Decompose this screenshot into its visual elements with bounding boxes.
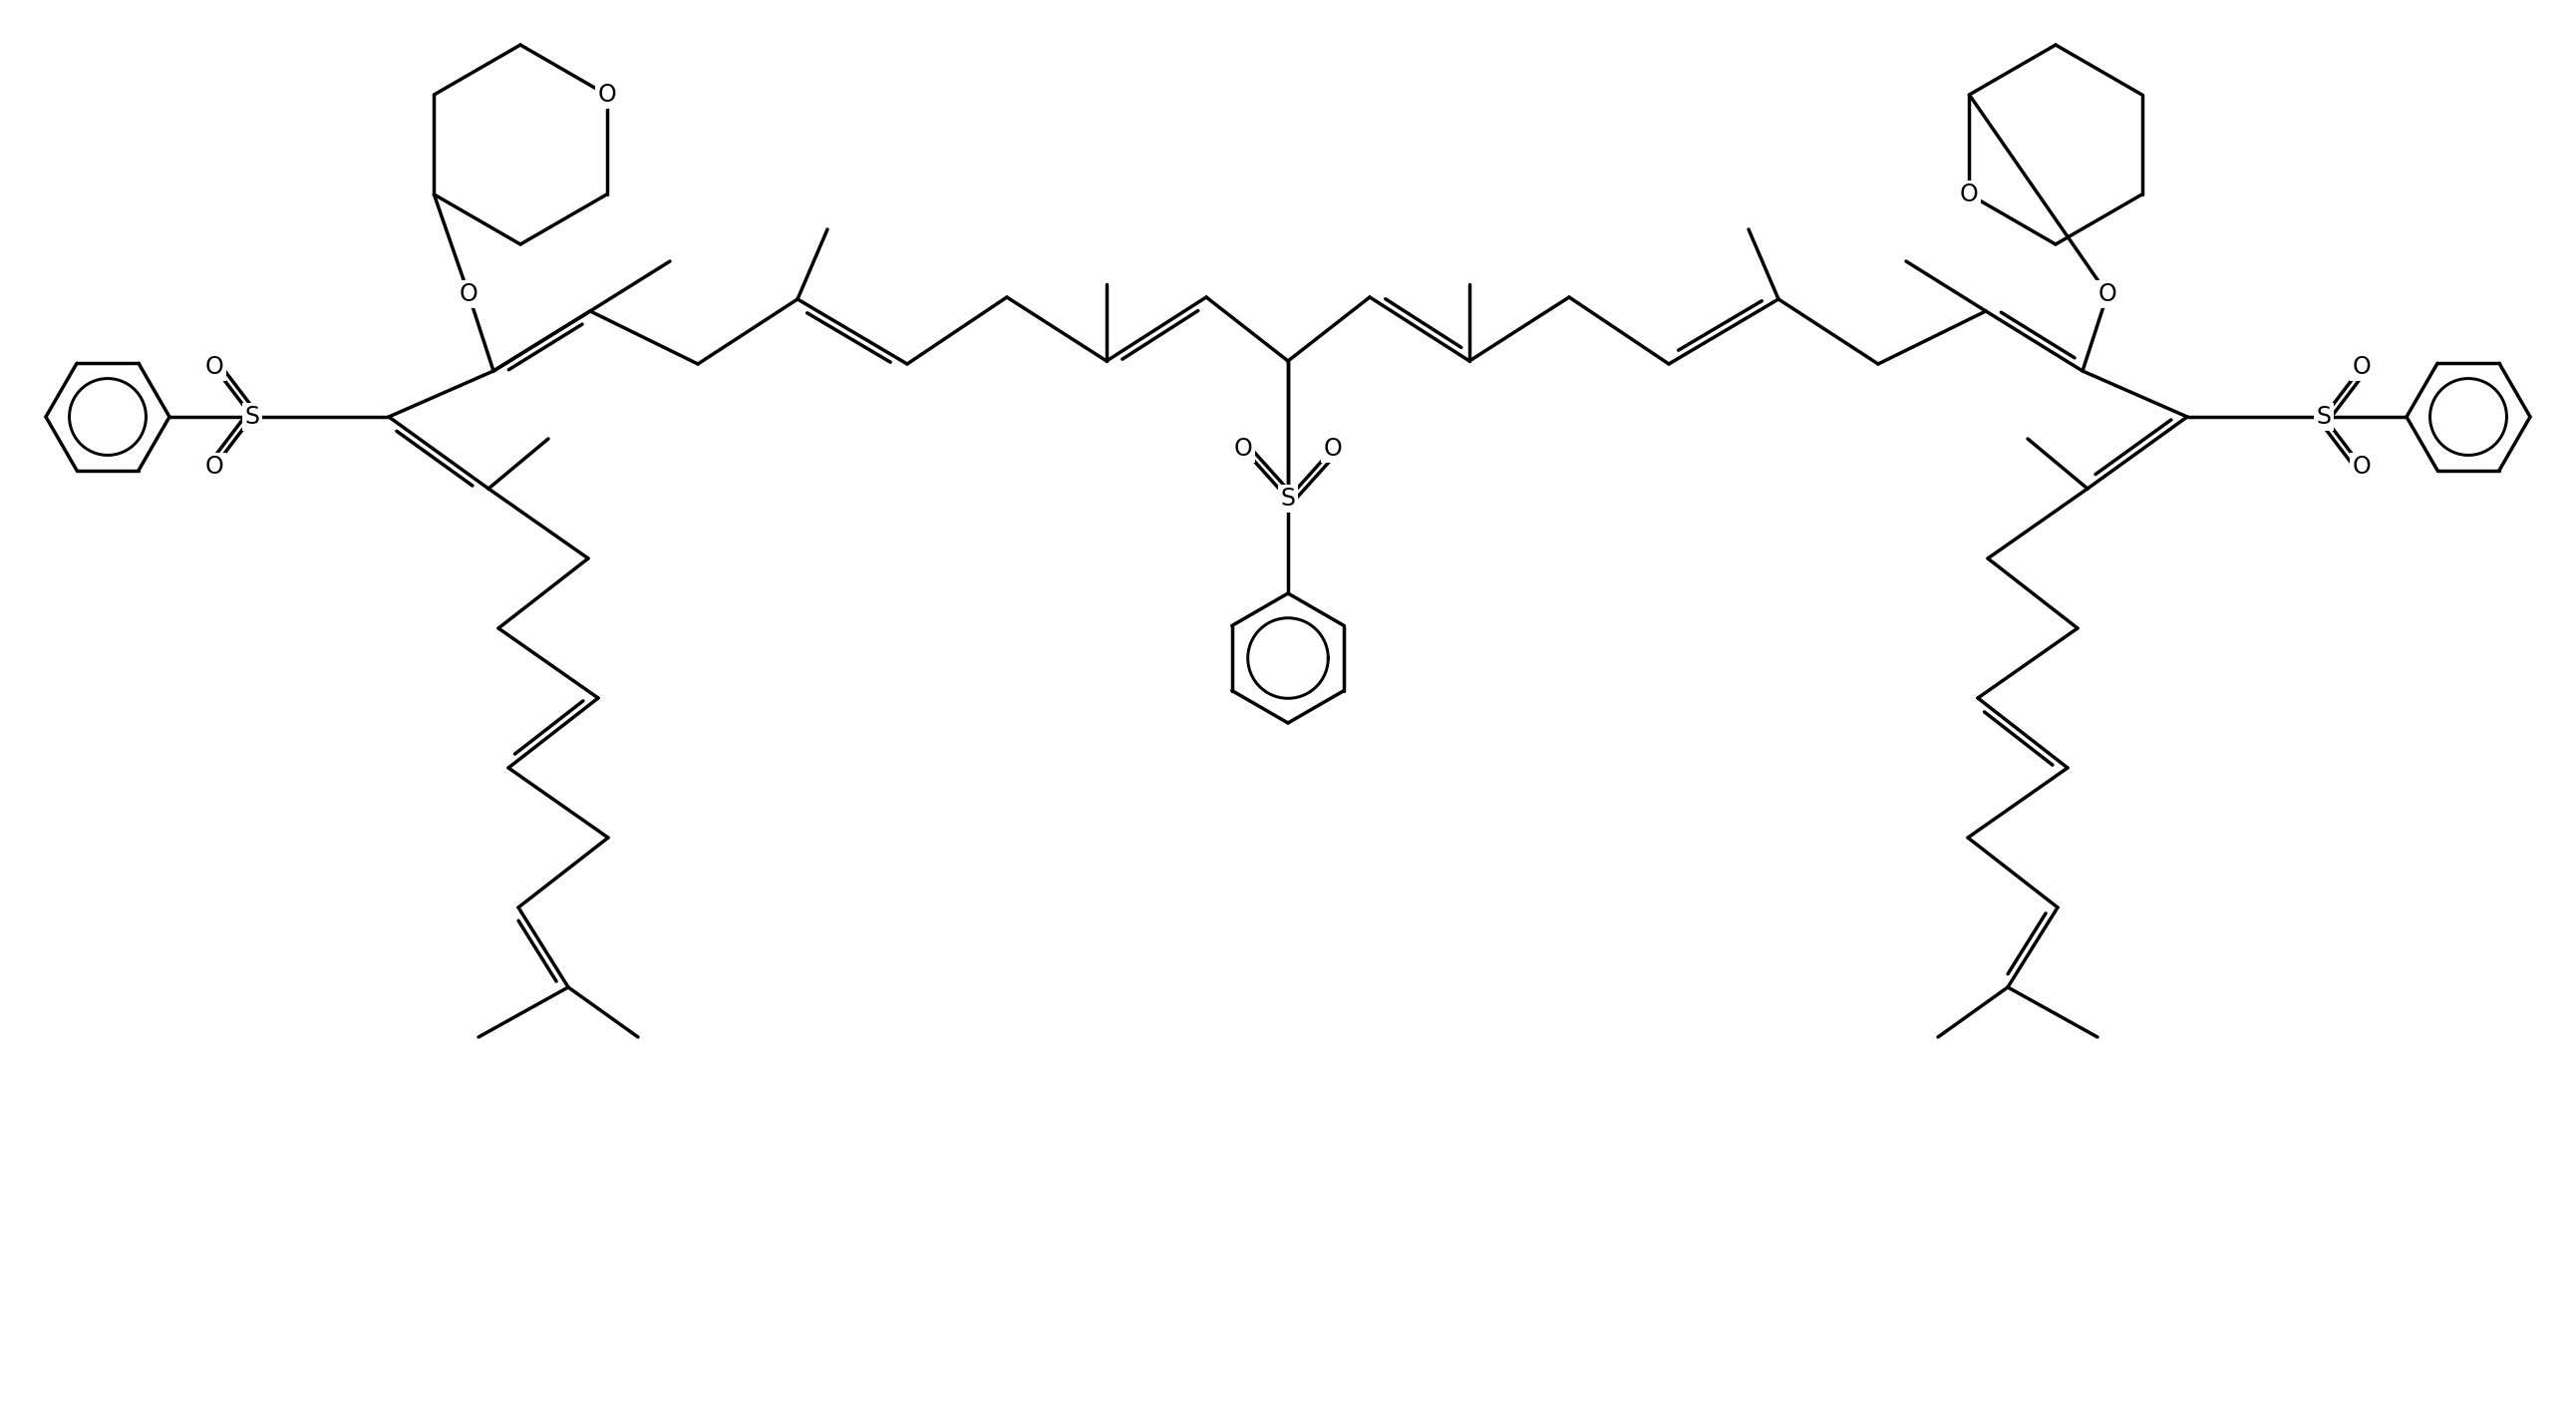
Text: O: O bbox=[598, 83, 616, 107]
Text: O: O bbox=[459, 282, 479, 306]
Text: S: S bbox=[1280, 487, 1296, 511]
Text: S: S bbox=[245, 404, 260, 429]
Text: S: S bbox=[2316, 404, 2331, 429]
Text: O: O bbox=[2352, 454, 2370, 478]
Text: O: O bbox=[2097, 282, 2117, 306]
Text: O: O bbox=[1960, 182, 1978, 206]
Text: O: O bbox=[1324, 437, 1342, 461]
Text: O: O bbox=[206, 355, 224, 379]
Text: O: O bbox=[2352, 355, 2370, 379]
Text: O: O bbox=[206, 454, 224, 478]
Text: O: O bbox=[1234, 437, 1252, 461]
